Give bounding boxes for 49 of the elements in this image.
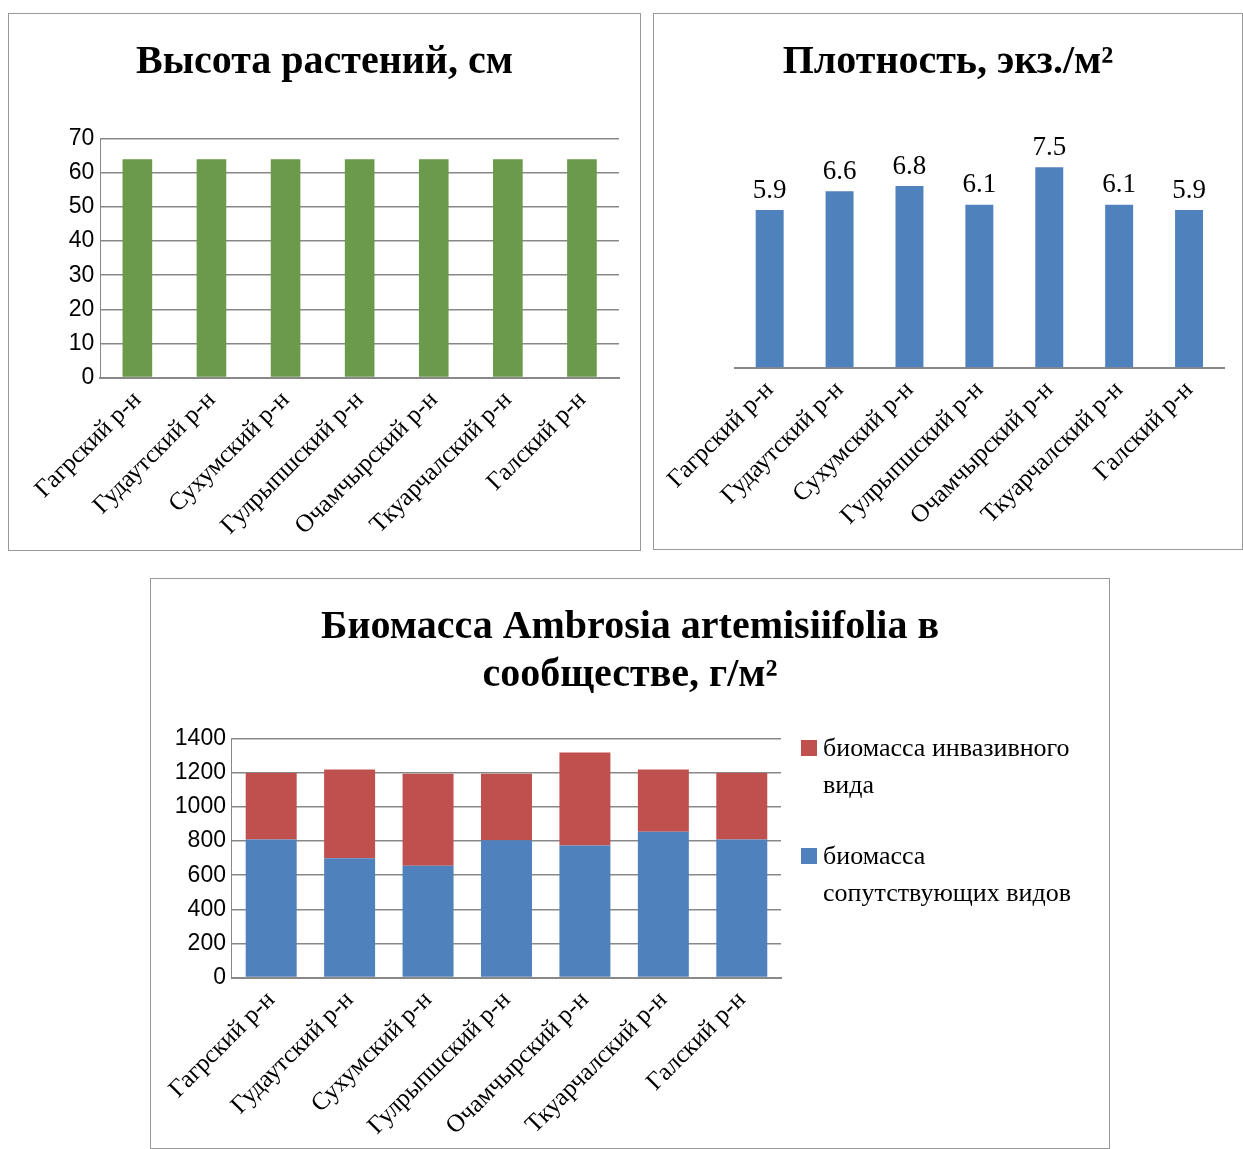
y-tick-label: 600	[187, 860, 226, 887]
data-label: 6.1	[962, 168, 997, 199]
bar	[716, 772, 768, 840]
bar	[637, 769, 689, 832]
data-label: 6.6	[822, 154, 857, 185]
y-tick-label: 40	[68, 226, 95, 253]
y-tick-label: 1000	[174, 792, 226, 819]
bar	[755, 210, 784, 368]
legend-label: биомасса сопутствующих видов	[823, 840, 1072, 909]
y-tick-label: 70	[68, 124, 95, 151]
bar	[245, 839, 297, 977]
bar	[825, 191, 854, 368]
bar	[245, 772, 297, 840]
chart-title: Биомасса Ambrosia artemisiifolia в сообществе, г/м²	[319, 601, 941, 697]
legend-label: биомасса инвазивного вида	[823, 732, 1071, 801]
bar	[324, 769, 376, 859]
data-label: 6.8	[892, 149, 927, 180]
y-tick-label: 1200	[174, 758, 226, 785]
y-tick-label: 30	[68, 260, 95, 287]
bar	[402, 773, 454, 866]
y-tick-label: 0	[81, 362, 95, 389]
bar	[481, 840, 532, 977]
y-tick-label: 0	[213, 962, 226, 989]
bar	[481, 773, 532, 841]
y-tick-label: 10	[68, 328, 95, 355]
data-label: 5.9	[752, 173, 787, 204]
data-label: 5.9	[1172, 173, 1206, 204]
data-label: 7.5	[1032, 130, 1067, 161]
bar	[716, 839, 768, 977]
data-label: 6.1	[1102, 168, 1137, 199]
y-tick-label: 60	[68, 158, 95, 185]
y-tick-label: 200	[187, 928, 226, 955]
bar	[895, 186, 924, 368]
bar	[965, 204, 994, 368]
bar	[559, 845, 611, 977]
y-tick-label: 800	[187, 826, 226, 853]
chart-title: Высота растений, см	[135, 36, 514, 84]
chart-title: Плотность, экз./м²	[781, 36, 1115, 84]
bar	[1105, 204, 1134, 368]
bar	[402, 865, 454, 977]
y-tick-label: 400	[187, 894, 226, 921]
bar	[1035, 167, 1064, 368]
bar	[559, 752, 611, 846]
y-tick-label: 20	[68, 294, 95, 321]
y-tick-label: 50	[68, 192, 95, 219]
y-tick-label: 1400	[174, 724, 226, 751]
bar	[324, 858, 376, 977]
bar	[637, 831, 689, 977]
bar	[1175, 210, 1204, 368]
